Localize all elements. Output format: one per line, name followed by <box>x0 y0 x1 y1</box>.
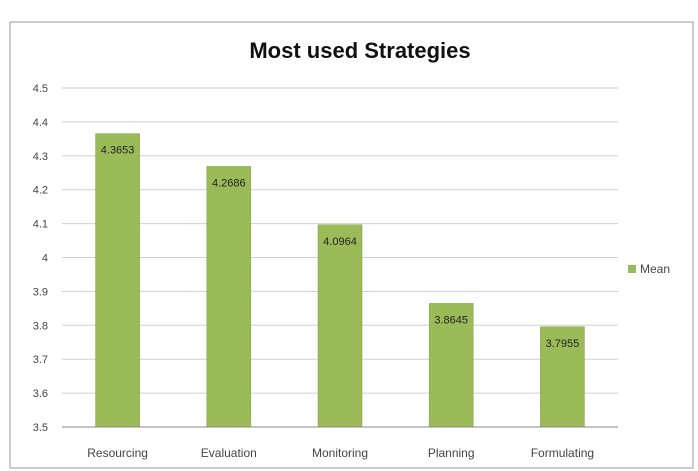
data-label: 3.8645 <box>434 314 468 326</box>
x-tick-label: Formulating <box>531 446 594 460</box>
y-tick-label: 4.1 <box>33 219 48 231</box>
y-tick-label: 4 <box>42 253 48 265</box>
y-tick-label: 3.9 <box>33 286 48 298</box>
y-tick-label: 3.8 <box>33 320 48 332</box>
y-tick-label: 4.4 <box>33 117 48 129</box>
x-tick-label: Monitoring <box>312 446 368 460</box>
y-tick-label: 3.5 <box>33 422 48 434</box>
x-tick-label: Resourcing <box>87 446 148 460</box>
y-tick-label: 4.3 <box>33 151 48 163</box>
bar <box>540 326 585 428</box>
data-label: 3.7955 <box>546 338 580 350</box>
x-tick-label: Evaluation <box>201 446 257 460</box>
legend: Mean <box>628 262 670 276</box>
y-tick-label: 4.5 <box>33 83 48 95</box>
x-axis-labels: Resourcing Evaluation Monitoring Planning Fo… <box>87 446 594 460</box>
data-labels: 4.3653 4.2686 4.0964 3.8645 3.7955 <box>101 145 579 350</box>
bar <box>95 133 140 428</box>
y-tick-label: 3.7 <box>33 354 48 366</box>
legend-label: Mean <box>640 262 670 276</box>
chart-title: Most used Strategies <box>249 38 470 63</box>
data-label: 4.3653 <box>101 145 135 157</box>
bar <box>428 303 474 428</box>
y-axis-ticks: 3.5 3.6 3.7 3.8 3.9 4 4.1 4.2 4.3 4.4 4.5 <box>33 83 48 434</box>
bars <box>95 133 585 428</box>
bar <box>206 166 252 428</box>
x-tick-label: Planning <box>428 446 475 460</box>
y-tick-label: 3.6 <box>33 388 48 400</box>
legend-swatch <box>628 265 636 273</box>
data-label: 4.2686 <box>212 177 246 189</box>
data-label: 4.0964 <box>323 236 357 248</box>
y-tick-label: 4.2 <box>33 185 48 197</box>
bar <box>317 224 363 428</box>
